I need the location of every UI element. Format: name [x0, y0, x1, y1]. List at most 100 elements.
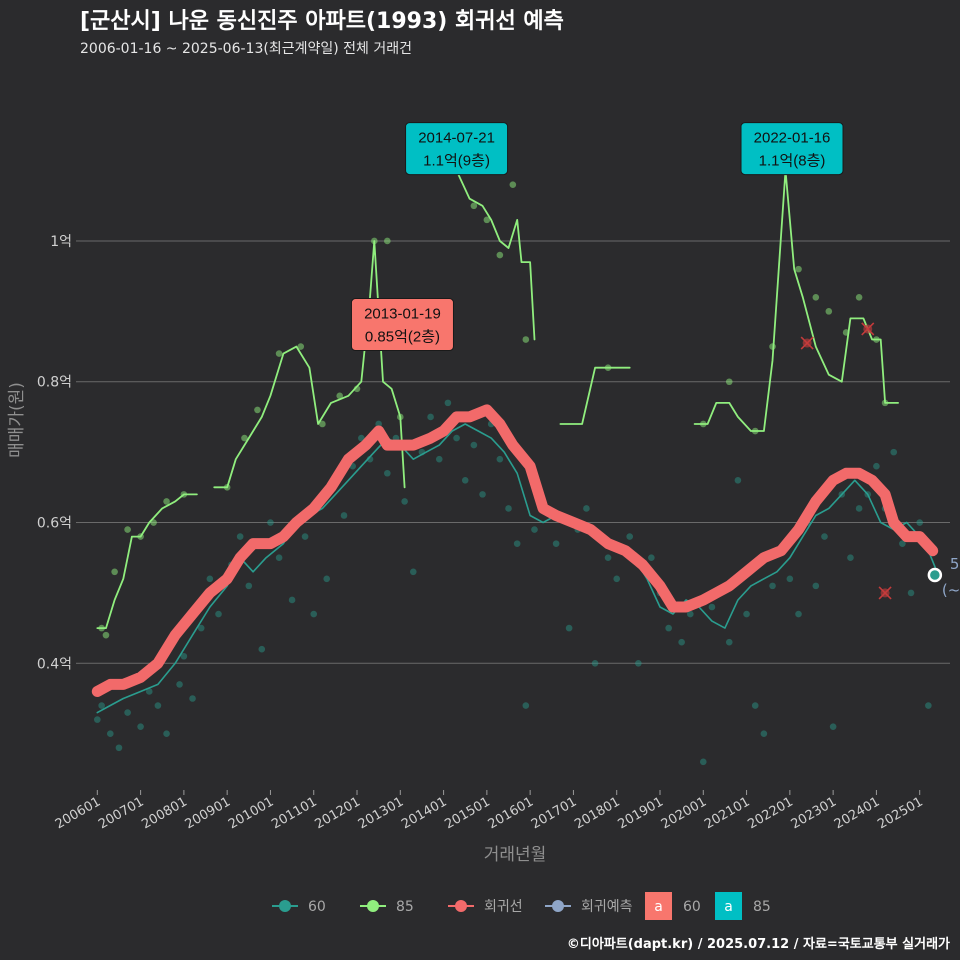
point-60-26	[340, 512, 348, 519]
chart-title: [군산시] 나운 동신진주 아파트(1993) 회귀선 예측	[80, 9, 564, 34]
point-60-78	[821, 533, 828, 540]
point-85-11	[275, 350, 283, 357]
y-tick-label: 0.4억	[37, 656, 72, 672]
point-60-57	[626, 533, 634, 540]
x-axis-label: 거래년월	[484, 845, 547, 865]
point-60-59	[648, 554, 655, 562]
point-60-79	[829, 723, 837, 730]
legend: 60 85 회귀선 회귀예측 a 60 a 85	[272, 892, 771, 920]
point-60-58	[635, 660, 642, 667]
point-60-6	[145, 688, 153, 695]
prediction-endpoint: 5,240 (~60㎡)	[927, 555, 960, 599]
point-60-31	[384, 469, 391, 477]
point-60-38	[444, 399, 452, 407]
point-60-4	[124, 709, 131, 716]
legend-label: 85	[396, 899, 414, 915]
point-60-74	[786, 575, 794, 583]
y-tick-label: 1억	[50, 234, 72, 250]
point-85-10	[254, 406, 261, 414]
x-tick-label: 201701	[529, 794, 579, 832]
point-85-12	[297, 343, 305, 350]
x-tick-label: 202001	[659, 794, 709, 832]
point-60-53	[583, 505, 590, 512]
annotation-value: 0.85억(2층)	[365, 329, 440, 346]
point-85-21	[483, 216, 491, 224]
regression-mark-1	[861, 322, 875, 336]
x-tick-label: 201601	[486, 794, 536, 832]
x-tick-label: 201001	[226, 794, 276, 832]
point-60-18	[258, 645, 266, 653]
series-line-60-0	[96, 423, 938, 714]
point-85-33	[825, 308, 833, 315]
regression-mark-0	[800, 336, 814, 350]
point-60-48	[531, 526, 538, 533]
annotation-date: 2014-07-21	[418, 130, 495, 147]
annotation-box-2	[350, 298, 454, 352]
annotation-value: 1.1억(9층)	[423, 153, 490, 170]
point-60-86	[890, 448, 898, 456]
series-line-85-1	[213, 240, 406, 489]
point-85-9	[241, 434, 248, 442]
point-60-12	[197, 624, 205, 632]
prediction-sublabel: (~60㎡)	[942, 581, 960, 599]
x-tick-label: 201801	[572, 794, 622, 832]
legend-dot-3	[552, 900, 564, 912]
series-line-85-2	[442, 148, 536, 341]
point-60-67	[725, 638, 733, 646]
x-tick-label: 201101	[269, 794, 319, 832]
point-60-10	[180, 652, 188, 660]
x-tick-label: 201501	[442, 794, 492, 832]
annotation-box-1	[740, 122, 844, 176]
point-60-22	[301, 533, 309, 540]
series-line-85-4	[693, 169, 899, 432]
point-60-42	[479, 491, 486, 498]
point-60-17	[245, 582, 253, 590]
legend-badge-label: 85	[753, 899, 771, 915]
legend-badge-glyph: a	[724, 899, 733, 915]
point-60-5	[137, 723, 144, 730]
point-85-1	[102, 631, 110, 639]
point-85-35	[855, 293, 863, 301]
x-tick-label: 202401	[832, 794, 882, 832]
point-85-13	[319, 420, 326, 428]
legend-badge-0	[645, 892, 672, 920]
point-60-45	[505, 505, 512, 512]
point-60-37	[435, 455, 443, 463]
series-line-85-3	[559, 366, 631, 425]
annotation-value: 1.1억(8층)	[759, 153, 826, 170]
caption: ©디아파트(dapt.kr) / 2025.07.12 / 자료=국토교통부 실…	[567, 936, 950, 952]
x-tick-label: 202201	[745, 794, 795, 832]
annotation-box-0	[405, 122, 509, 176]
x-tick-label: 202301	[789, 794, 839, 832]
point-85-22	[496, 251, 504, 259]
point-60-24	[323, 575, 331, 583]
point-85-31	[795, 265, 802, 273]
legend-badge-1	[715, 892, 742, 920]
legend-badge-label: 60	[683, 899, 701, 915]
point-60-90	[925, 702, 932, 709]
point-60-0	[94, 716, 101, 723]
x-tick-label: 201301	[356, 794, 406, 832]
point-60-77	[812, 582, 820, 590]
series-line-85-0	[96, 493, 198, 629]
point-60-50	[552, 540, 560, 547]
y-axis-label: 매매가(원)	[7, 382, 27, 458]
point-60-20	[275, 554, 283, 562]
prediction-label: 5,240	[950, 555, 960, 573]
scatter-85	[98, 167, 889, 639]
x-tick-labels: 2006012007012008012009012010012011012012…	[53, 790, 926, 832]
point-60-81	[847, 554, 854, 562]
point-60-34	[409, 568, 417, 576]
series-lines	[91, 148, 939, 714]
point-60-54	[591, 660, 599, 667]
point-60-11	[189, 695, 196, 702]
point-60-88	[907, 589, 915, 597]
y-tick-label: 0.8억	[37, 375, 72, 391]
point-60-30	[375, 420, 382, 428]
x-tick-label: 201901	[616, 794, 666, 832]
point-85-14	[336, 392, 344, 400]
point-85-27	[725, 378, 733, 386]
point-60-65	[708, 603, 716, 611]
point-60-44	[496, 455, 504, 463]
point-60-21	[288, 596, 296, 604]
